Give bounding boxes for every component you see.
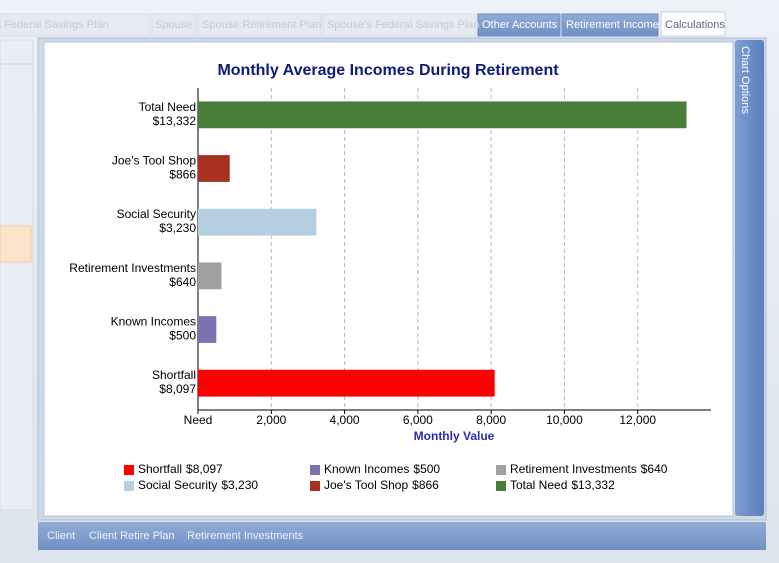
- x-axis-title: Monthly Value: [414, 429, 495, 443]
- legend-name: Total Need: [510, 478, 567, 492]
- category-value: $640: [169, 275, 196, 289]
- category-value: $13,332: [153, 114, 197, 128]
- tab[interactable]: [561, 13, 659, 37]
- legend-value: $640: [641, 462, 668, 476]
- bar: [198, 208, 317, 236]
- bottom-tab[interactable]: Retirement Investments: [187, 530, 304, 542]
- tab[interactable]: [477, 13, 561, 37]
- bar: [198, 155, 230, 182]
- y-tick-label: Social Security $3,230: [117, 207, 197, 235]
- bottom-tab[interactable]: Client Retire Plan: [89, 530, 175, 542]
- legend-swatch: [496, 465, 506, 475]
- legend-name: Known Incomes: [324, 462, 409, 476]
- tab[interactable]: [322, 13, 477, 37]
- category-value: $3,230: [159, 221, 196, 235]
- legend-name: Joe's Tool Shop: [324, 478, 408, 492]
- legend-swatch: [124, 465, 134, 475]
- side-tab-label: Chart Options: [739, 46, 751, 114]
- sidebar: [0, 39, 34, 511]
- bottom-tab[interactable]: Client: [47, 530, 75, 542]
- tab-label: Spouse's Federal Savings Plan: [327, 19, 480, 31]
- legend-label: Shortfall $8,097: [138, 462, 223, 476]
- tab[interactable]: [151, 13, 197, 37]
- x-tick-label: 12,000: [619, 413, 656, 427]
- category-name: Total Need: [139, 100, 196, 114]
- tab-label: Other Accounts: [482, 19, 558, 31]
- legend-swatch: [124, 481, 134, 491]
- legend-value: $500: [413, 462, 440, 476]
- legend-label: Known Incomes $500: [324, 462, 440, 476]
- x-tick-label: 6,000: [403, 413, 433, 427]
- bar: [198, 101, 687, 129]
- side-tab[interactable]: [735, 40, 764, 516]
- legend-label: Retirement Investments $640: [510, 462, 668, 476]
- legend-name: Shortfall: [138, 462, 182, 476]
- x-tick-label: Need: [184, 413, 213, 427]
- y-tick-label: Retirement Investments $640: [69, 261, 196, 289]
- category-name: Retirement Investments: [69, 261, 196, 275]
- legend-swatch: [496, 481, 506, 491]
- legend-swatch: [310, 481, 320, 491]
- legend-value: $3,230: [221, 478, 258, 492]
- tab[interactable]: [197, 13, 322, 37]
- category-value: $8,097: [159, 382, 196, 396]
- legend-value: $866: [412, 478, 439, 492]
- category-value: $500: [169, 329, 196, 343]
- category-value: $866: [169, 168, 196, 182]
- category-name: Social Security: [117, 207, 196, 221]
- bar: [198, 262, 222, 290]
- legend-name: Retirement Investments: [510, 462, 637, 476]
- y-tick-label: Total Need $13,332: [139, 100, 197, 128]
- x-tick-label: 4,000: [330, 413, 360, 427]
- tab-label: Spouse Retirement Plan: [202, 19, 321, 31]
- sidebar-item[interactable]: [0, 225, 32, 263]
- tab-selected[interactable]: [660, 11, 726, 37]
- legend-label: Social Security $3,230: [138, 478, 258, 492]
- legend-name: Social Security: [138, 478, 217, 492]
- bar: [198, 316, 217, 343]
- tab-label: Retirement Income: [566, 19, 659, 31]
- legend-value: $13,332: [571, 478, 615, 492]
- tab-label: y's Federal Savings Plan: [0, 19, 109, 31]
- legend-label: Total Need $13,332: [510, 478, 615, 492]
- category-name: Joe's Tool Shop: [112, 154, 196, 168]
- bar: [198, 369, 495, 397]
- y-tick-label: Joe's Tool Shop $866: [112, 154, 196, 182]
- tab-label: Calculations: [665, 19, 725, 31]
- category-name: Known Incomes: [111, 315, 196, 329]
- legend-label: Joe's Tool Shop $866: [324, 478, 439, 492]
- legend-value: $8,097: [186, 462, 223, 476]
- legend-swatch: [310, 465, 320, 475]
- tab-label: Spouse: [155, 19, 192, 31]
- x-tick-label: 8,000: [476, 413, 506, 427]
- bottom-bar: [38, 522, 766, 550]
- tab[interactable]: [0, 13, 151, 37]
- y-tick-label: Shortfall $8,097: [152, 368, 196, 396]
- category-name: Shortfall: [152, 368, 196, 382]
- chart-title: Monthly Average Incomes During Retiremen…: [217, 62, 559, 79]
- x-tick-label: 2,000: [256, 413, 286, 427]
- x-tick-label: 10,000: [546, 413, 583, 427]
- y-tick-label: Known Incomes $500: [111, 315, 197, 343]
